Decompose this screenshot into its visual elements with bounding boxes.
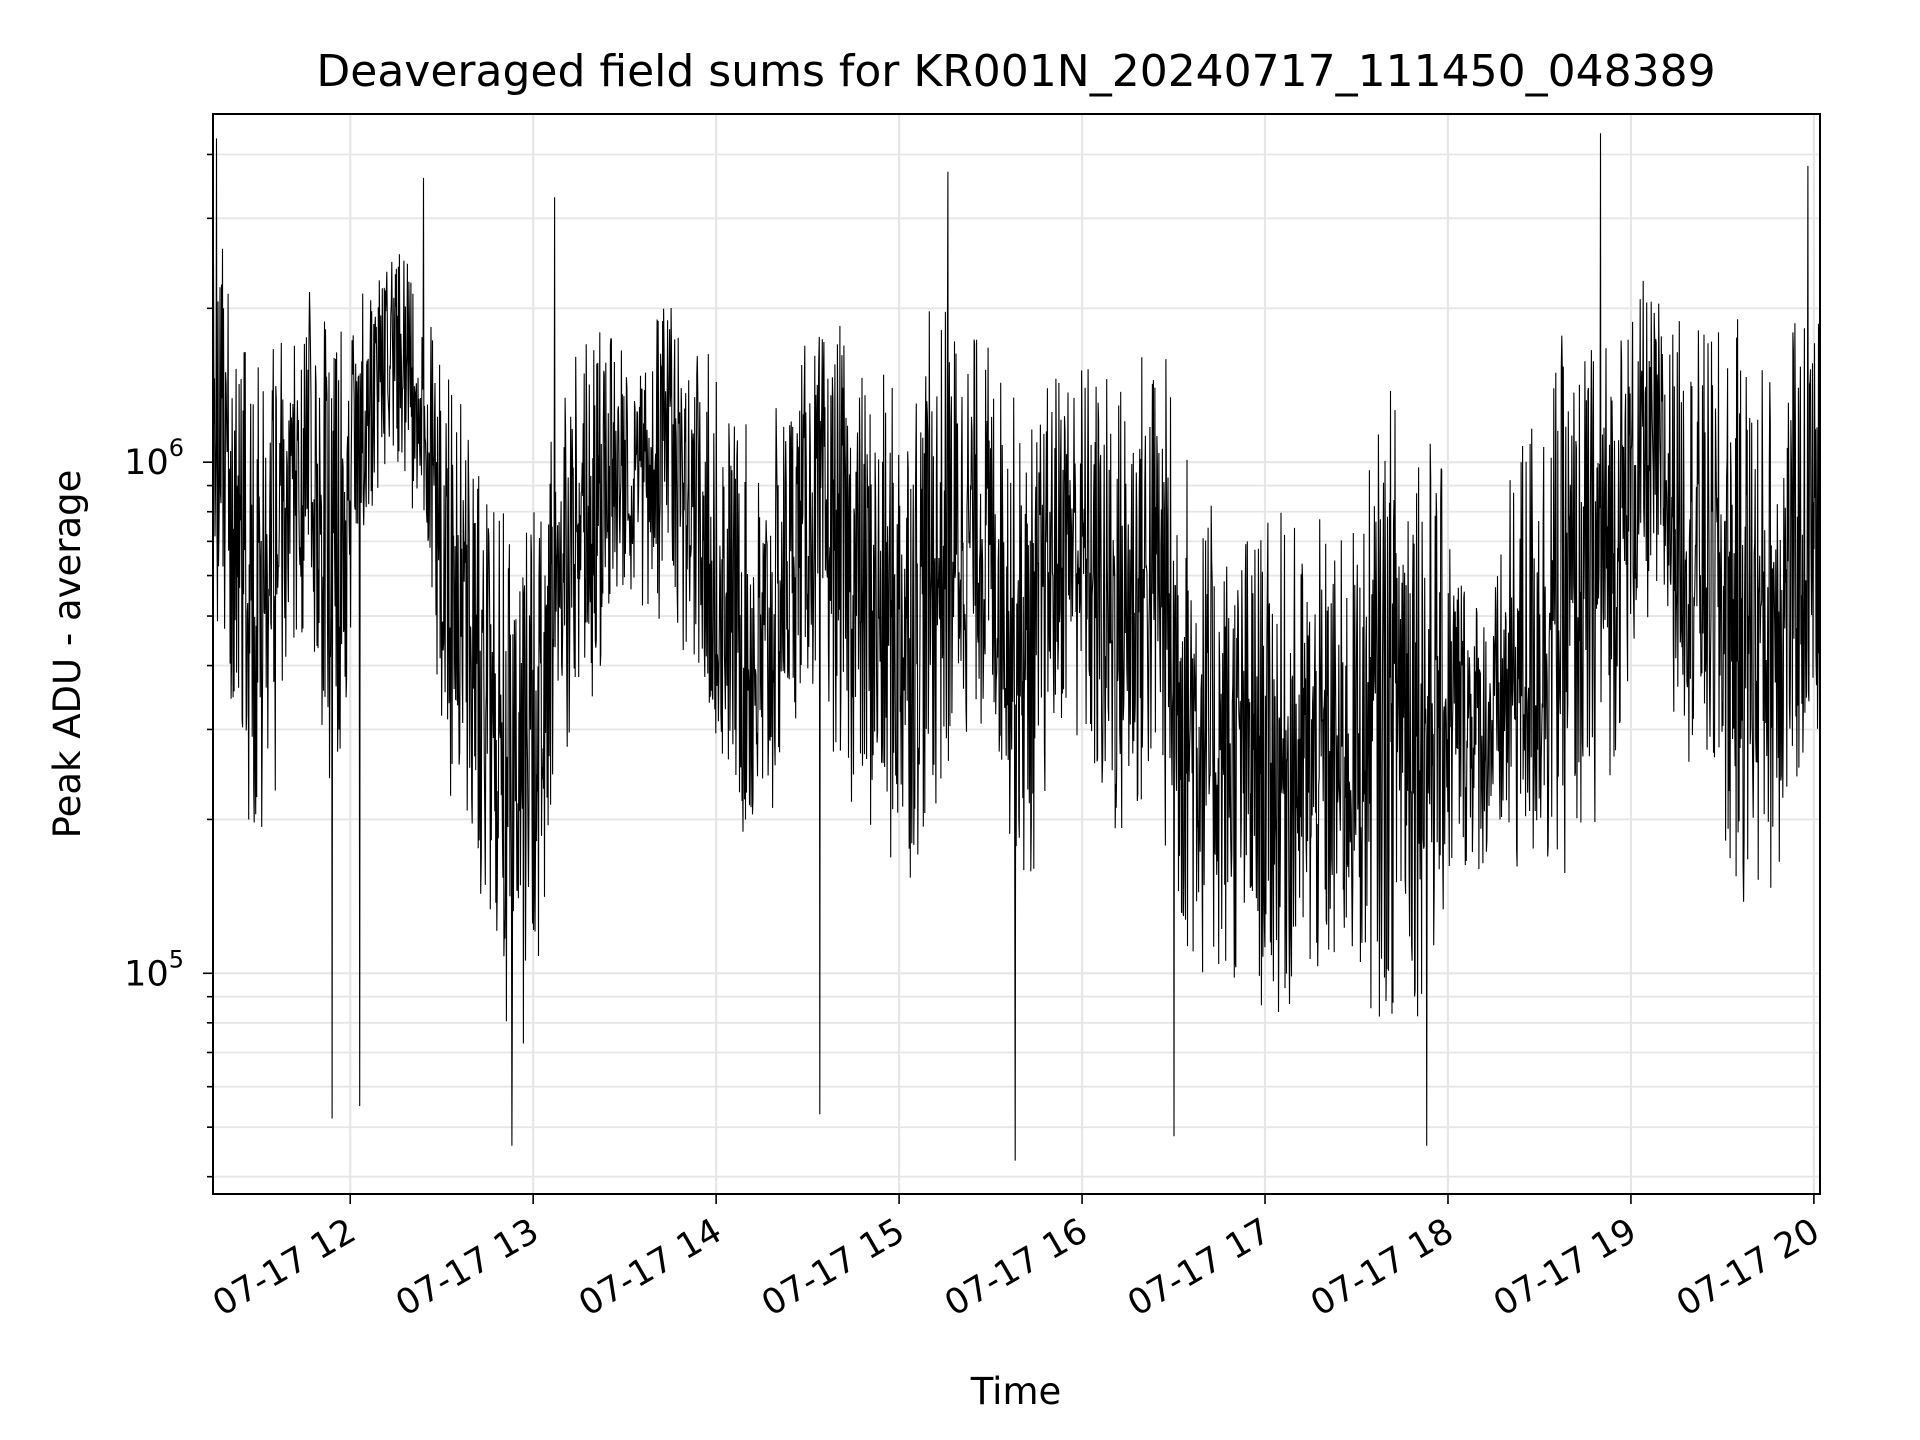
y-tick-base: 10 [124, 443, 169, 483]
series-group [213, 133, 1820, 1161]
y-tick-label: 105 [124, 945, 184, 994]
x-axis-label: Time [970, 1370, 1062, 1413]
y-axis-label: Peak ADU - average [46, 470, 89, 839]
series-line [213, 133, 1820, 1161]
plot-frame [212, 113, 1821, 1195]
y-tick-base: 10 [124, 954, 169, 994]
y-tick-exponent: 5 [169, 945, 184, 973]
y-tick-label: 106 [124, 434, 184, 483]
y-tick-exponent: 6 [169, 434, 184, 462]
chart-title: Deaveraged field sums for KR001N_2024071… [316, 46, 1715, 97]
